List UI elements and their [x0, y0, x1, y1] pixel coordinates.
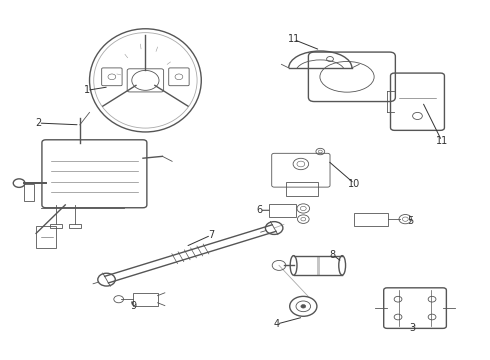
Text: 10: 10 — [348, 179, 361, 189]
Text: 5: 5 — [407, 216, 413, 226]
Bar — [36, 226, 55, 248]
Text: 11: 11 — [436, 136, 448, 146]
Text: 2: 2 — [35, 118, 42, 128]
Text: 4: 4 — [273, 319, 280, 329]
Text: 3: 3 — [410, 323, 416, 333]
Text: 1: 1 — [84, 85, 90, 95]
Bar — [286, 182, 318, 196]
Text: 7: 7 — [208, 230, 214, 240]
Circle shape — [301, 305, 306, 308]
Text: 6: 6 — [256, 205, 263, 215]
Bar — [24, 184, 34, 201]
Text: 9: 9 — [130, 301, 136, 311]
Bar — [133, 293, 158, 306]
Bar — [49, 224, 62, 228]
Bar — [69, 224, 81, 228]
Bar — [354, 213, 388, 226]
Bar — [270, 204, 296, 217]
Text: 8: 8 — [329, 250, 336, 260]
Text: 11: 11 — [288, 35, 300, 44]
